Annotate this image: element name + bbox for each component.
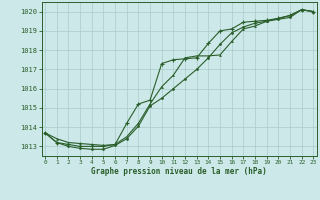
X-axis label: Graphe pression niveau de la mer (hPa): Graphe pression niveau de la mer (hPa) — [91, 167, 267, 176]
